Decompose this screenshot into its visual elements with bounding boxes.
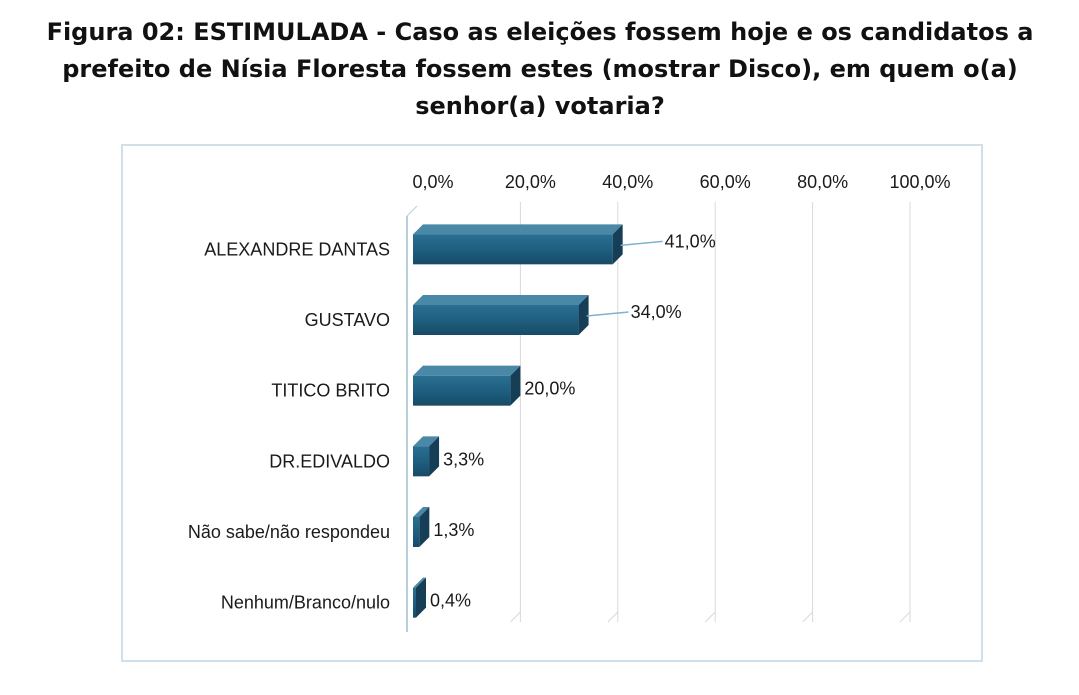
data-label: 1,3% xyxy=(433,520,474,540)
bar-top-face xyxy=(413,436,440,447)
category-label: DR.EDIVALDO xyxy=(269,451,390,471)
x-tick-label: 80,0% xyxy=(797,172,848,192)
bar-top-face xyxy=(413,507,430,517)
x-tick-label: 0,0% xyxy=(412,172,453,192)
bar xyxy=(413,446,430,477)
bar-side-face xyxy=(578,295,589,335)
data-label: 41,0% xyxy=(665,231,716,251)
category-label: Nenhum/Branco/nulo xyxy=(221,593,390,613)
x-tick-label: 40,0% xyxy=(602,172,653,192)
bar-side-face xyxy=(612,224,623,265)
leader-line xyxy=(620,240,663,247)
data-label: 0,4% xyxy=(430,591,471,611)
data-label: 20,0% xyxy=(524,379,575,399)
gridline-foot xyxy=(704,611,716,623)
bar-side-face xyxy=(416,577,426,618)
bar-top-face xyxy=(413,577,426,588)
gridline-foot xyxy=(510,611,521,623)
bar-top-face xyxy=(413,224,623,235)
bar-side-face xyxy=(429,436,440,477)
gridline-foot xyxy=(802,611,813,623)
bar-top-face xyxy=(413,295,589,305)
chart-title: Figura 02: ESTIMULADA - Caso as eleições… xyxy=(46,18,1034,120)
bar-top-face xyxy=(413,365,521,376)
category-label: TITICO BRITO xyxy=(271,381,390,401)
x-tick-label: 100,0% xyxy=(889,172,950,192)
data-label: 34,0% xyxy=(631,302,682,322)
gridline-foot xyxy=(607,611,619,623)
leader-line xyxy=(586,311,629,317)
x-tick-label: 60,0% xyxy=(700,172,751,192)
data-label: 3,3% xyxy=(443,449,484,469)
gridline-foot xyxy=(899,611,911,623)
x-tick-label: 20,0% xyxy=(505,172,556,192)
bar xyxy=(413,234,613,265)
category-label: Não sabe/não respondeu xyxy=(188,522,390,542)
bar-side-face xyxy=(510,365,521,406)
category-label: GUSTAVO xyxy=(305,310,390,330)
bar-side-face xyxy=(419,507,430,547)
y-axis-depth xyxy=(406,205,418,217)
category-label: ALEXANDRE DANTAS xyxy=(204,239,390,259)
bar xyxy=(413,305,579,335)
bar xyxy=(413,517,420,547)
bar xyxy=(413,587,416,618)
bar xyxy=(413,375,511,406)
